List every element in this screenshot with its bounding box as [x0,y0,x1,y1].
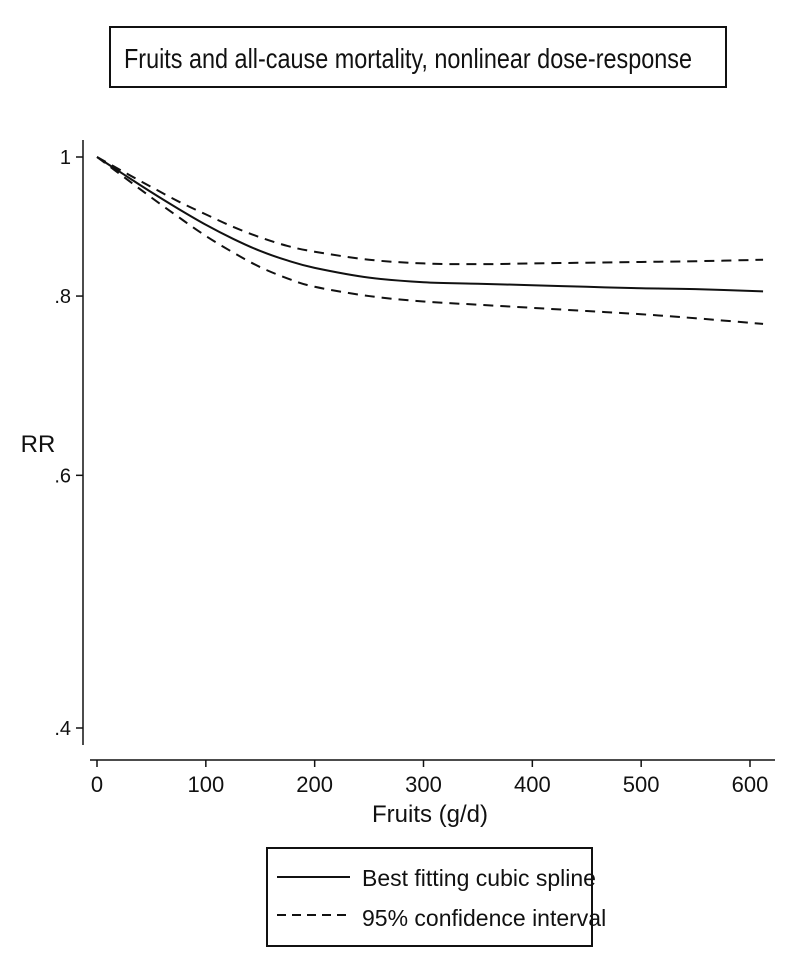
y-ticks: .4 .6 .8 1 [54,147,83,740]
series-line-ci-upper [96,156,764,266]
x-ticks: 0 100 200 300 400 500 600 [91,760,768,797]
x-tick-label: 600 [732,772,769,797]
y-axis-label: RR [21,431,56,458]
x-axis-label: Fruits (g/d) [372,801,488,828]
legend: Best fitting cubic spline 95% confidence… [266,847,606,947]
chart-title: Fruits and all-cause mortality, nonlinea… [124,43,692,74]
title-box [109,26,727,88]
x-tick-label: 500 [623,772,660,797]
x-tick-label: 100 [187,772,224,797]
x-tick-label: 400 [514,772,551,797]
series-line-ci-lower [96,156,764,325]
series-line-spline [96,156,764,293]
y-tick-label: 1 [60,147,71,169]
legend-label-spline: Best fitting cubic spline [362,865,596,891]
x-tick-label: 200 [296,772,333,797]
y-tick-label: .8 [54,286,71,308]
y-tick-label: .6 [54,465,71,487]
series-group [96,156,764,325]
legend-box [266,847,593,947]
legend-label-ci: 95% confidence interval [362,905,606,931]
x-tick-label: 300 [405,772,442,797]
y-tick-label: .4 [54,718,71,740]
x-tick-label: 0 [91,772,103,797]
